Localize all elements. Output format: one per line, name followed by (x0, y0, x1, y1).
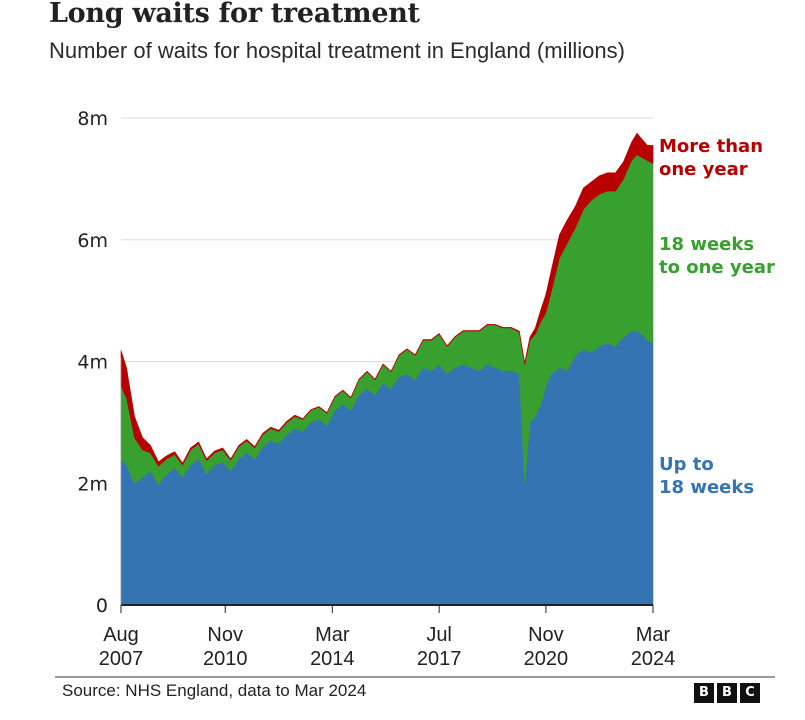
x-tick-label: 2010 (203, 648, 248, 670)
legend-label: to one year (659, 257, 775, 278)
area-more-than-one-year (120, 132, 654, 467)
x-tick-label: Jul (426, 624, 452, 646)
y-tick-label: 6m (77, 230, 108, 252)
bbc-logo-letter: C (740, 683, 760, 703)
legend-label: Up to (659, 454, 714, 475)
x-tick-label: Mar (636, 624, 671, 646)
x-tick-label: Nov (207, 624, 243, 646)
chart-title: Long waits for treatment (49, 0, 420, 29)
legend-label: one year (659, 159, 748, 180)
legend-label: 18 weeks (659, 234, 754, 255)
chart-subtitle: Number of waits for hospital treatment i… (49, 38, 625, 63)
x-tick-label: 2014 (310, 648, 355, 670)
x-tick-label: Aug (103, 624, 139, 646)
x-axis-ticks: Aug2007Nov2010Mar2014Jul2017Nov2020Mar20… (99, 605, 676, 670)
axes (120, 358, 653, 606)
x-tick-label: Mar (315, 624, 350, 646)
legend-label: 18 weeks (659, 477, 754, 498)
y-tick-label: 8m (77, 108, 108, 130)
y-tick-label: 0 (96, 595, 108, 617)
y-tick-label: 2m (77, 473, 108, 495)
footer-divider (55, 676, 775, 678)
bbc-logo-letter: B (694, 683, 714, 703)
legend-label: More than (659, 136, 763, 157)
bbc-logo-letter: B (717, 683, 737, 703)
x-tick-label: 2024 (631, 648, 676, 670)
x-tick-label: 2017 (417, 648, 462, 670)
x-tick-label: Nov (528, 624, 564, 646)
series-areas (120, 132, 654, 606)
source-note: Source: NHS England, data to Mar 2024 (62, 681, 367, 700)
x-tick-label: 2007 (99, 648, 144, 670)
bbc-logo: B B C (694, 683, 760, 703)
y-tick-label: 4m (77, 352, 108, 374)
y-axis-ticks: 0 2m 4m 6m 8m (77, 108, 108, 617)
x-tick-label: 2020 (524, 648, 569, 670)
